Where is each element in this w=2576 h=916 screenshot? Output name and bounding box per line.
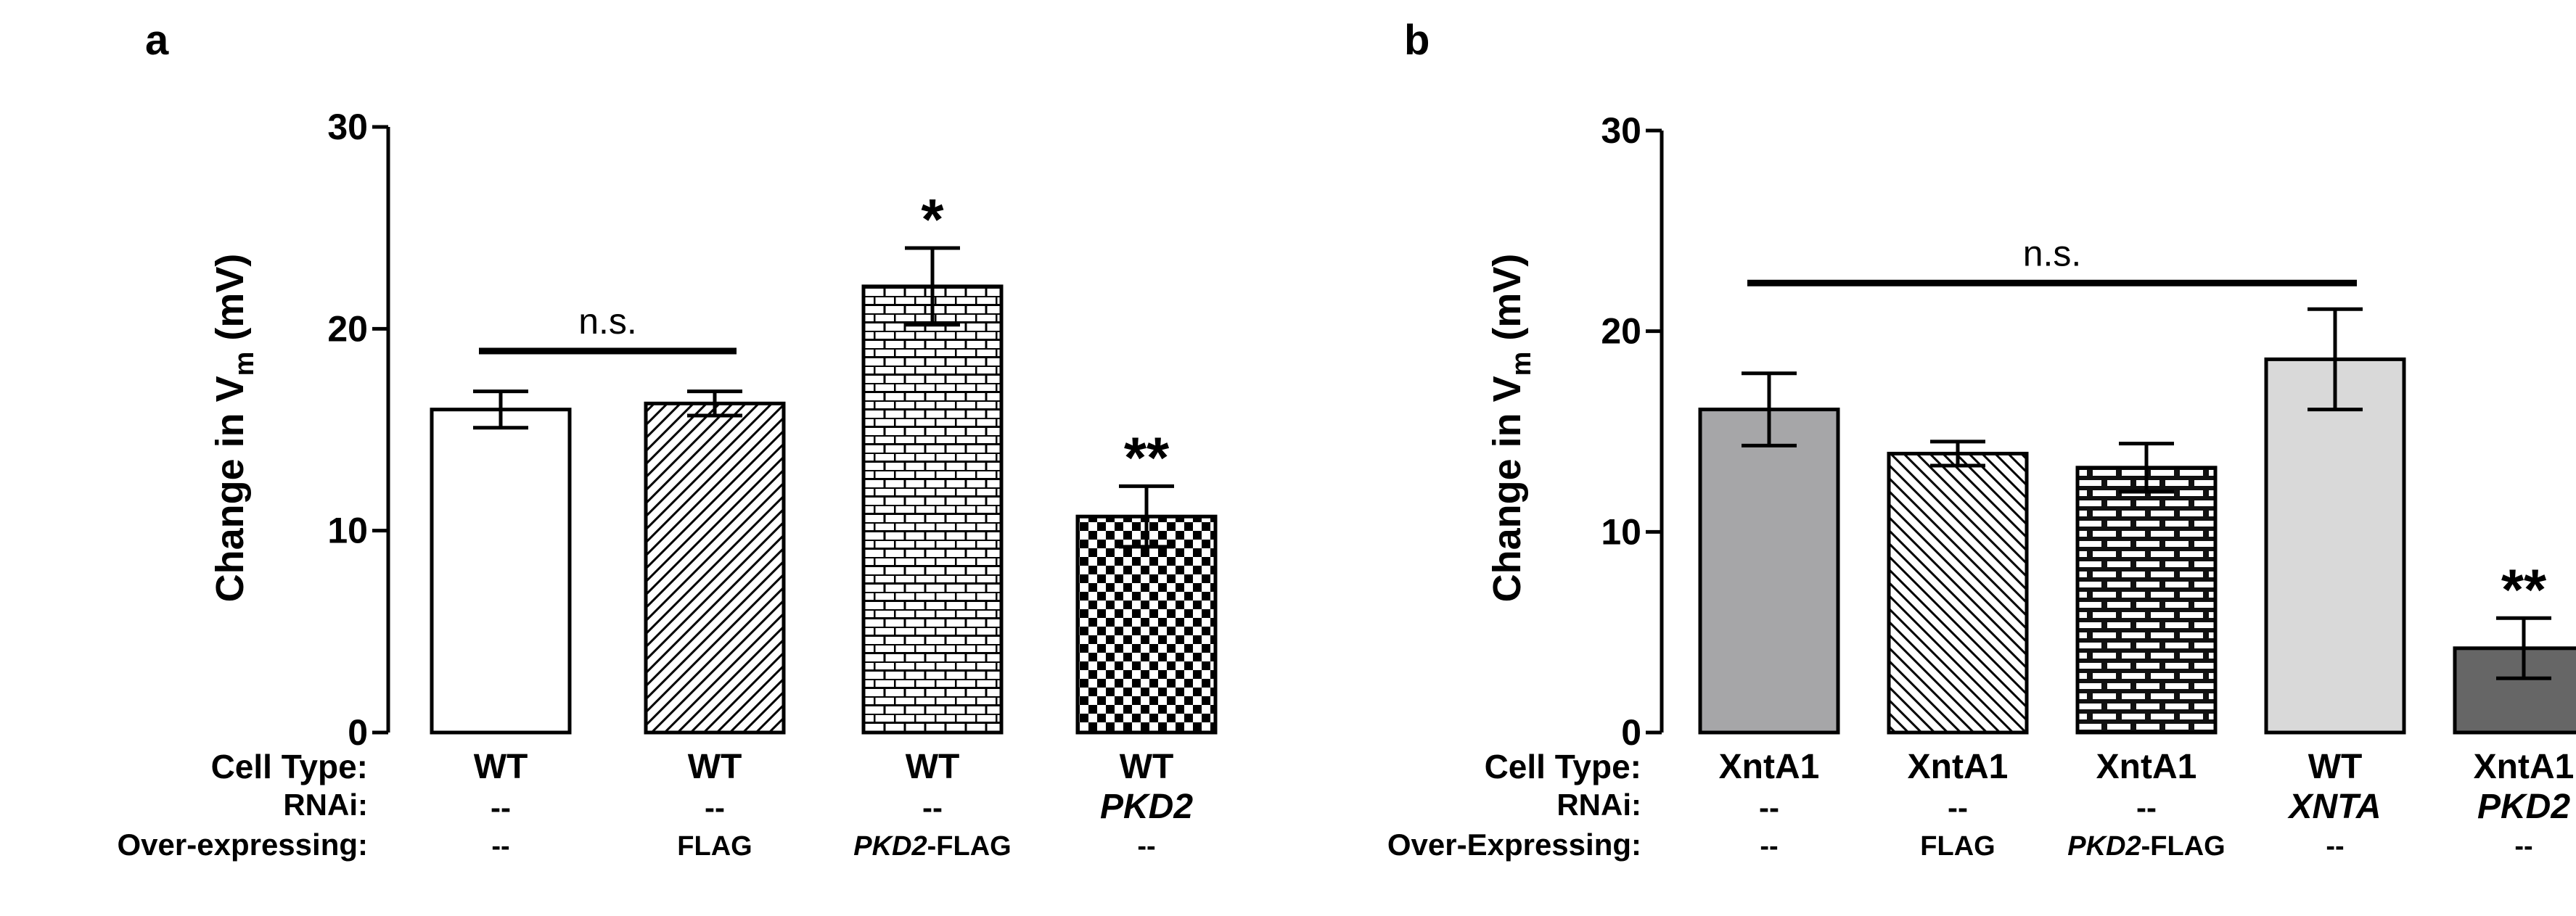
- rnai-label: PKD2: [2477, 788, 2570, 826]
- y-axis-label-prefix: Change in V: [208, 376, 252, 602]
- panel-label: b: [1404, 17, 1429, 64]
- cell-type-label: WT: [688, 748, 742, 786]
- panel-label: a: [145, 17, 169, 64]
- row-label: Over-expressing:: [118, 828, 368, 862]
- significance-marker: **: [1124, 425, 1170, 490]
- overexpressing-part: -FLAG: [2141, 831, 2226, 862]
- rnai-label: --: [705, 791, 725, 825]
- rnai-label: --: [491, 791, 511, 825]
- y-tick-label: 20: [327, 308, 368, 349]
- cell-type-label: XntA1: [1908, 748, 2009, 786]
- y-axis-label-subscript: m: [229, 352, 260, 376]
- cell-type-label: WT: [474, 748, 528, 786]
- overexpressing-part: PKD2: [2067, 831, 2141, 862]
- rnai-label: XNTA: [2286, 788, 2381, 826]
- overexpressing-part: --: [491, 831, 509, 862]
- significance-marker: *: [921, 187, 944, 252]
- rnai-label: --: [2136, 791, 2157, 825]
- cell-type-label: XntA1: [1719, 748, 1820, 786]
- ns-bracket-label: n.s.: [578, 301, 637, 342]
- overexpressing-label: --: [2326, 831, 2344, 862]
- row-label: RNAi:: [283, 788, 368, 822]
- rnai-label: PKD2: [1100, 788, 1193, 826]
- y-tick-label: 10: [1601, 511, 1641, 552]
- cell-type-label: XntA1: [2474, 748, 2575, 786]
- overexpressing-part: --: [2326, 831, 2344, 862]
- overexpressing-label: --: [491, 831, 509, 862]
- cell-type-label: WT: [1120, 748, 1174, 786]
- y-axis-label-suffix: (mV): [208, 254, 252, 352]
- row-label: Over-Expressing:: [1387, 828, 1641, 862]
- y-axis-label: Change in Vm (mV): [1485, 254, 1537, 603]
- bar: [2453, 646, 2576, 735]
- overexpressing-part: FLAG: [1920, 831, 1995, 862]
- overexpressing-part: --: [1760, 831, 1778, 862]
- row-label: RNAi:: [1556, 788, 1641, 822]
- overexpressing-part: FLAG: [677, 831, 752, 862]
- significance-marker: **: [2501, 557, 2547, 622]
- overexpressing-part: --: [2514, 831, 2532, 862]
- y-tick-label: 20: [1601, 311, 1641, 352]
- overexpressing-label: FLAG: [677, 831, 752, 862]
- bar: [1698, 408, 1840, 735]
- row-label: Cell Type:: [1485, 748, 1641, 785]
- overexpressing-label: PKD2-FLAG: [2067, 831, 2225, 862]
- row-label: Cell Type:: [211, 748, 368, 785]
- overexpressing-part: PKD2: [853, 831, 927, 862]
- overexpressing-label: PKD2-FLAG: [853, 831, 1011, 862]
- rnai-label: --: [1759, 791, 1779, 825]
- overexpressing-part: --: [1137, 831, 1155, 862]
- y-axis-label-prefix: Change in V: [1485, 376, 1529, 602]
- bar: [861, 284, 1004, 735]
- overexpressing-label: --: [1137, 831, 1155, 862]
- y-axis-label: Change in Vm (mV): [208, 254, 260, 603]
- y-tick-label: 0: [348, 712, 368, 753]
- cell-type-label: XntA1: [2096, 748, 2197, 786]
- overexpressing-label: --: [1760, 831, 1778, 862]
- bar: [2075, 466, 2218, 735]
- overexpressing-part: -FLAG: [927, 831, 1012, 862]
- overexpressing-label: FLAG: [1920, 831, 1995, 862]
- overexpressing-label: --: [2514, 831, 2532, 862]
- y-tick-label: 30: [327, 107, 368, 147]
- bar: [1887, 451, 2029, 735]
- bar: [2264, 357, 2406, 735]
- ns-bracket-label: n.s.: [2023, 233, 2082, 273]
- bar: [1075, 514, 1218, 735]
- y-axis-label-suffix: (mV): [1485, 254, 1529, 352]
- rnai-label: --: [922, 791, 943, 825]
- chart-panel-b: b 0 10 20 30 Change in Vm (mV) ** n.s. Cell Type…: [1387, 17, 2576, 862]
- y-axis-label-subscript: m: [1506, 352, 1537, 376]
- y-tick-label: 0: [1621, 712, 1641, 753]
- rnai-label: --: [1948, 791, 1968, 825]
- y-tick-label: 10: [327, 511, 368, 551]
- bar: [430, 408, 572, 735]
- bar: [644, 401, 786, 735]
- y-tick-label: 30: [1601, 110, 1641, 151]
- cell-type-label: WT: [906, 748, 960, 786]
- cell-type-label: WT: [2308, 748, 2363, 786]
